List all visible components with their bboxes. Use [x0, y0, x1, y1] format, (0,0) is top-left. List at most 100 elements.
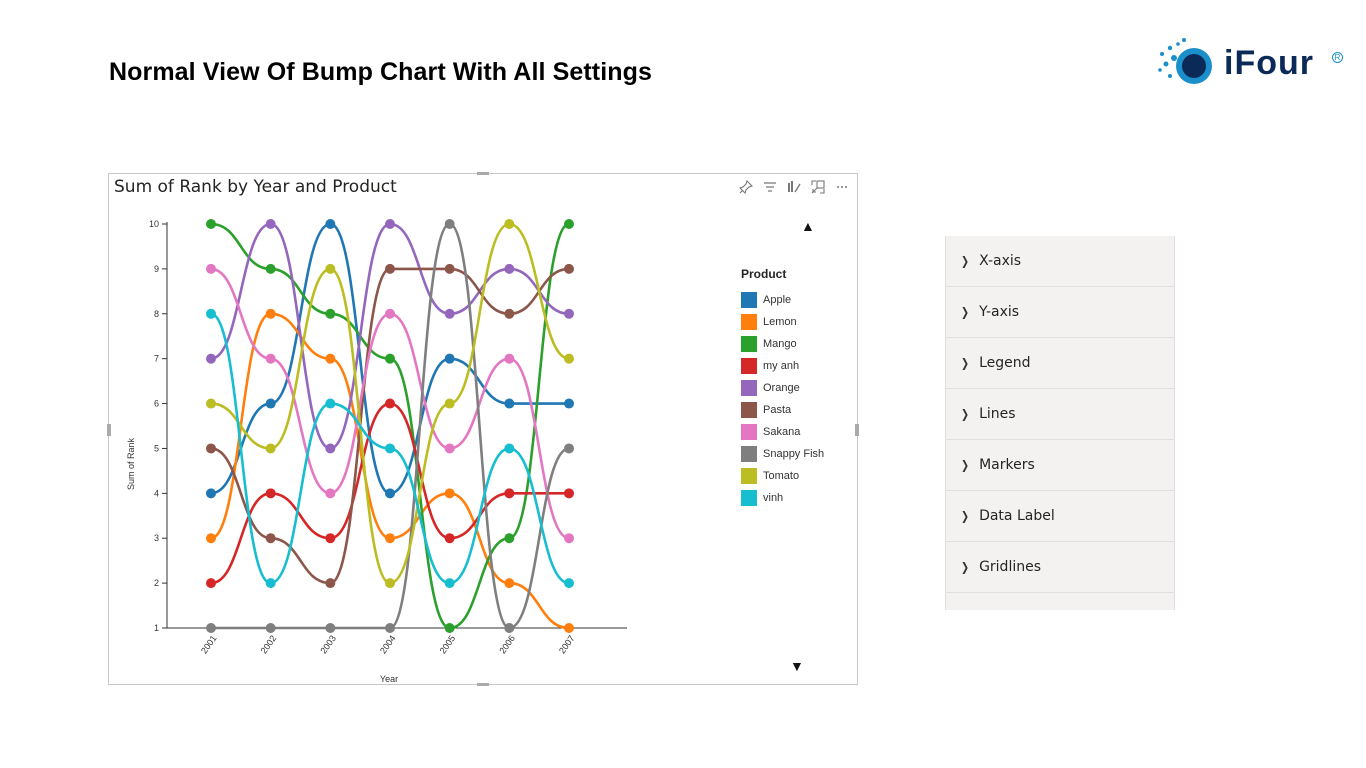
- format-card-label: Lines: [979, 406, 1016, 422]
- legend-label: my anh: [763, 360, 800, 372]
- legend-label: Lemon: [763, 316, 797, 328]
- pin-icon[interactable]: [738, 179, 754, 195]
- brush-icon[interactable]: [787, 180, 801, 194]
- legend-item[interactable]: Pasta: [741, 399, 824, 421]
- format-card-lines[interactable]: ❯ Lines: [946, 389, 1174, 440]
- format-card-legend[interactable]: ❯ Legend: [946, 338, 1174, 389]
- data-point-sakana: [444, 443, 455, 454]
- legend-item[interactable]: my anh: [741, 355, 824, 377]
- data-point-vinh: [504, 443, 515, 454]
- legend-item[interactable]: Apple: [741, 289, 824, 311]
- data-point-my-anh: [206, 578, 216, 589]
- data-point-sakana: [564, 533, 574, 544]
- legend-swatch: [741, 490, 757, 506]
- legend-item[interactable]: Sakana: [741, 421, 824, 443]
- data-point-apple: [265, 398, 276, 409]
- resize-handle-right[interactable]: [855, 424, 859, 436]
- y-tick-label: 3: [154, 533, 159, 543]
- data-point-sakana: [325, 488, 336, 499]
- filter-icon[interactable]: [763, 180, 777, 194]
- legend-swatch: [741, 314, 757, 330]
- data-point-vinh: [444, 578, 455, 589]
- legend-swatch: [741, 380, 757, 396]
- legend-swatch: [741, 424, 757, 440]
- y-tick-label: 9: [154, 264, 159, 274]
- legend-item[interactable]: Mango: [741, 333, 824, 355]
- data-point-tomato: [444, 398, 455, 409]
- resize-handle-top[interactable]: [477, 172, 489, 175]
- data-point-snappy-fish: [564, 443, 574, 454]
- data-point-my-anh: [265, 488, 276, 499]
- data-point-sakana: [504, 353, 515, 364]
- format-card-label: Y-axis: [979, 304, 1020, 320]
- resize-handle-bottom[interactable]: [477, 683, 489, 686]
- data-point-my-anh: [325, 533, 336, 544]
- data-point-snappy-fish: [206, 623, 216, 633]
- legend-item[interactable]: vinh: [741, 487, 824, 509]
- format-card-y-axis[interactable]: ❯ Y-axis: [946, 287, 1174, 338]
- data-point-vinh: [265, 578, 276, 589]
- y-tick-label: 2: [154, 578, 159, 588]
- data-point-tomato: [504, 219, 515, 229]
- ifour-logo: iFour R: [1156, 36, 1346, 94]
- legend-item[interactable]: Lemon: [741, 311, 824, 333]
- legend-item[interactable]: Snappy Fish: [741, 443, 824, 465]
- data-point-mango: [444, 623, 455, 633]
- format-card-x-axis[interactable]: ❯ X-axis: [946, 236, 1174, 287]
- visual-title: Sum of Rank by Year and Product: [114, 177, 397, 197]
- legend-item[interactable]: Orange: [741, 377, 824, 399]
- data-point-orange: [564, 308, 574, 319]
- format-card-data-label[interactable]: ❯ Data Label: [946, 491, 1174, 542]
- y-tick-label: 7: [154, 354, 159, 364]
- x-axis-title: Year: [380, 674, 398, 684]
- data-point-apple: [504, 398, 515, 409]
- visual-toolbar: [738, 179, 849, 195]
- focus-icon[interactable]: [811, 180, 825, 194]
- data-point-vinh: [325, 398, 336, 409]
- format-card-gridlines[interactable]: ❯ Gridlines: [946, 542, 1174, 593]
- data-point-apple: [564, 398, 574, 409]
- y-tick-label: 4: [154, 488, 159, 498]
- data-point-lemon: [504, 578, 515, 589]
- legend-label: vinh: [763, 492, 784, 504]
- data-point-tomato: [265, 443, 276, 454]
- legend-swatch: [741, 336, 757, 352]
- data-point-mango: [265, 263, 276, 274]
- slide-title: Normal View Of Bump Chart With All Setti…: [109, 58, 653, 86]
- data-point-orange: [385, 219, 395, 229]
- chevron-right-icon: ❯: [961, 356, 970, 370]
- data-point-sakana: [265, 353, 276, 364]
- y-tick-label: 5: [154, 443, 159, 453]
- more-icon[interactable]: [835, 180, 849, 194]
- x-tick-label: 2001: [199, 633, 219, 655]
- legend-label: Mango: [763, 338, 797, 350]
- data-point-mango: [325, 308, 336, 319]
- data-point-orange: [265, 219, 276, 229]
- legend-swatch: [741, 292, 757, 308]
- data-point-lemon: [206, 533, 216, 544]
- format-card-markers[interactable]: ❯ Markers: [946, 440, 1174, 491]
- y-tick-label: 1: [154, 623, 159, 633]
- x-tick-label: 2003: [318, 633, 338, 655]
- legend-scroll-down-icon[interactable]: ▼: [790, 658, 804, 674]
- x-tick-label: 2004: [378, 633, 398, 655]
- format-card-more[interactable]: [946, 593, 1174, 610]
- legend-swatch: [741, 446, 757, 462]
- data-point-orange: [206, 353, 216, 364]
- data-point-orange: [504, 263, 515, 274]
- data-point-lemon: [385, 533, 395, 544]
- legend-item[interactable]: Tomato: [741, 465, 824, 487]
- chevron-right-icon: ❯: [961, 254, 970, 268]
- x-tick-label: 2005: [438, 633, 458, 655]
- data-point-lemon: [265, 308, 276, 319]
- series-line-orange: [210, 222, 570, 450]
- legend-scroll-up-icon[interactable]: ▲: [801, 218, 815, 234]
- chart-legend: Product Apple Lemon Mango my anh Orange Pasta…: [741, 267, 824, 509]
- data-point-mango: [504, 533, 515, 544]
- data-point-snappy-fish: [385, 623, 395, 633]
- data-point-my-anh: [444, 533, 455, 544]
- data-point-tomato: [564, 353, 574, 364]
- data-point-lemon: [325, 353, 336, 364]
- resize-handle-left[interactable]: [107, 424, 111, 436]
- bump-chart-visual[interactable]: Sum of Rank by Year and Product 1 2 3 4 5 6 7 8…: [107, 172, 859, 686]
